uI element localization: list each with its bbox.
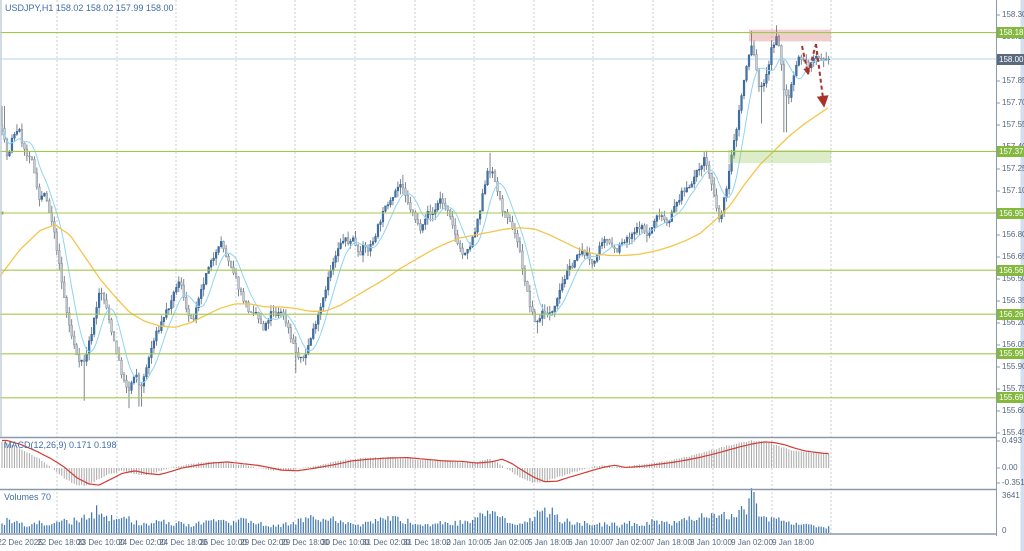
price-tick-label: 156.20: [1002, 318, 1024, 327]
macd-indicator-label: MACD(12,26,9) 0.171 0.198: [4, 440, 117, 450]
price-tick-label: 157.10: [1002, 186, 1024, 195]
time-tick-label: 24 Dec 02:00: [118, 538, 166, 547]
price-tick-label: 155.75: [1002, 384, 1024, 393]
time-tick-label: 22 Dec 2025: [0, 538, 43, 547]
price-tick-label: 156.35: [1002, 296, 1024, 305]
trend-arrow[interactable]: [801, 45, 811, 75]
price-tick-label: 155.90: [1002, 362, 1024, 371]
macd-signal-line: [2, 439, 829, 486]
time-tick-label: 31 Dec 02:00: [362, 538, 410, 547]
time-tick-label: 2 Jan 10:00: [446, 538, 488, 547]
price-tick-label: 156.05: [1002, 340, 1024, 349]
volume-scale-label: 0: [1002, 526, 1007, 535]
bid-price-badge: 158.00: [997, 54, 1024, 65]
price-tick-label: 157.70: [1002, 98, 1024, 107]
candlesticks: [0, 36, 830, 391]
hline-price-badge: 156.95: [997, 208, 1024, 219]
price-tick-label: 157.25: [1002, 164, 1024, 173]
ma-fast-line: [1, 57, 829, 384]
time-tick-label: 23 Dec 10:00: [77, 538, 125, 547]
time-tick-label: 29 Dec 02:00: [240, 538, 288, 547]
volume-histogram: [1, 488, 830, 533]
macd-scale-label: 0.00: [1002, 463, 1018, 472]
time-tick-label: 9 Jan 02:00: [731, 538, 773, 547]
price-tick-label: 156.50: [1002, 274, 1024, 283]
trend-arrow[interactable]: [815, 43, 829, 108]
macd-scale-label: 0.493: [1002, 436, 1023, 445]
hline-price-badge: 156.56: [997, 265, 1024, 276]
macd-scale-label: -0.351: [1002, 478, 1024, 487]
hline-price-badge: 157.37: [997, 146, 1024, 157]
price-tick-label: 157.85: [1002, 76, 1024, 85]
volumes-indicator-label: Volumes 70: [4, 492, 52, 502]
price-tick-label: 158.30: [1002, 10, 1024, 19]
price-scale-ticks: [997, 14, 1000, 484]
trend-arrow[interactable]: [807, 43, 817, 75]
resistance-zone[interactable]: [749, 29, 831, 42]
hline-price-badge: 156.26: [997, 309, 1024, 320]
macd-histogram: [1, 440, 830, 487]
time-tick-label: 7 Jan 18:00: [650, 538, 692, 547]
time-tick-label: 8 Jan 10:00: [690, 538, 732, 547]
price-tick-label: 156.65: [1002, 252, 1024, 261]
hline-anchor-marker[interactable]: [0, 211, 4, 215]
price-tick-label: 157.55: [1002, 120, 1024, 129]
hline-price-badge: 155.99: [997, 348, 1024, 359]
time-tick-label: 22 Dec 18:00: [37, 538, 85, 547]
time-tick-label: 26 Dec 10:00: [199, 538, 247, 547]
time-tick-label: 6 Jan 10:00: [568, 538, 610, 547]
price-tick-label: 155.45: [1002, 428, 1024, 437]
price-tick-label: 156.80: [1002, 230, 1024, 239]
hline-price-badge: 158.18: [997, 27, 1024, 38]
time-tick-label: 5 Jan 18:00: [528, 538, 570, 547]
time-tick-label: 24 Dec 18:00: [159, 538, 207, 547]
price-tick-label: 155.60: [1002, 406, 1024, 415]
hline-price-badge: 155.69: [997, 392, 1024, 403]
time-tick-label: 31 Dec 18:00: [403, 538, 451, 547]
support-zone[interactable]: [728, 149, 831, 164]
time-tick-label: 5 Jan 02:00: [487, 538, 529, 547]
time-tick-label: 30 Dec 10:00: [321, 538, 369, 547]
time-tick-label: 9 Jan 18:00: [772, 538, 814, 547]
period-separators: [56, 0, 832, 536]
time-tick-label: 29 Dec 18:00: [281, 538, 329, 547]
chart-title-ohlc: USDJPY,H1 158.02 158.02 157.99 158.00: [5, 3, 174, 13]
ma-slow-line: [0, 107, 829, 328]
volume-scale-label: 3641: [1002, 491, 1020, 500]
time-tick-label: 7 Jan 02:00: [609, 538, 651, 547]
